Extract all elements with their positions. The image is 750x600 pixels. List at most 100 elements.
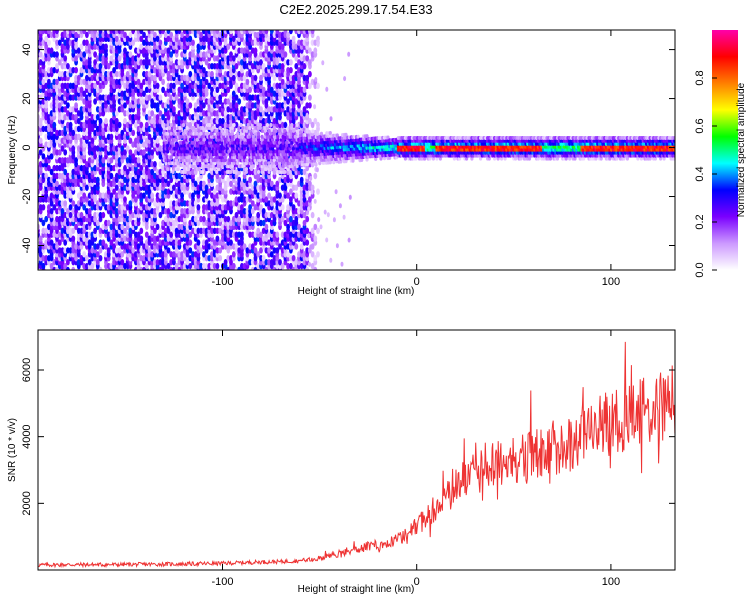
spectrogram-cell xyxy=(104,204,108,211)
spectrogram-cell xyxy=(114,145,119,152)
spectrogram-cell xyxy=(60,137,65,144)
spectrogram-cell xyxy=(101,239,106,246)
spectrogram-cell xyxy=(305,112,309,118)
spectrogram-cell xyxy=(76,133,81,140)
spectrogram-cell xyxy=(74,102,78,109)
spectrogram-cell xyxy=(55,149,59,156)
spectrogram-cell xyxy=(112,196,116,203)
spectrogram-cell xyxy=(41,125,46,133)
spectrogram-cell xyxy=(49,262,54,270)
spectrogram-cell xyxy=(313,172,318,180)
spectrogram-cell xyxy=(95,211,100,219)
spectrogram-cell xyxy=(85,31,89,39)
spectrogram-cell xyxy=(82,223,87,231)
spectrogram-cell xyxy=(57,59,62,66)
spectrogram-cell xyxy=(125,204,130,211)
spectrogram-cell xyxy=(76,74,81,82)
spectrogram-cell xyxy=(41,262,46,270)
spectrogram-cell xyxy=(82,78,87,86)
spectrogram-cell xyxy=(74,125,78,133)
spectrogram-cell xyxy=(139,30,144,35)
spectrogram-cell xyxy=(87,172,92,180)
spectrogram-cell xyxy=(71,227,76,234)
spectrogram-cell xyxy=(106,247,111,254)
spectrogram-cell xyxy=(66,121,70,129)
spectrogram-cell xyxy=(66,133,70,140)
spectrogram-cell xyxy=(98,168,103,176)
spectrogram-cell xyxy=(76,211,81,219)
spectrogram-cell xyxy=(120,145,125,152)
spectrogram-cell xyxy=(117,180,122,187)
spectrogram-cell xyxy=(299,176,304,184)
spectrogram-cell xyxy=(41,204,46,211)
spectrogram-cell xyxy=(106,70,111,78)
spectrogram-cell xyxy=(41,188,46,195)
spectrogram-cell xyxy=(123,227,127,234)
spectrogram-cell xyxy=(57,215,62,223)
spectrogram-cell xyxy=(106,133,111,140)
spectrogram-cell xyxy=(117,215,122,223)
spectrogram-cell xyxy=(47,47,51,54)
spectrogram-cell xyxy=(68,106,73,113)
spectrogram-cell xyxy=(95,219,100,227)
spectrogram-cell xyxy=(79,106,84,113)
spectrogram-cell xyxy=(134,231,138,238)
spectrogram-cell xyxy=(68,39,73,46)
spectrogram-cell xyxy=(117,168,122,176)
spectrogram-cell xyxy=(112,67,116,74)
spectrogram-cell xyxy=(134,121,138,129)
spectrogram-cell xyxy=(98,106,103,113)
spectrogram-cell xyxy=(47,196,51,203)
spectrogram-cell xyxy=(316,227,320,234)
spectrogram-cell xyxy=(106,145,111,152)
spectrogram-cell xyxy=(82,204,87,211)
spectrogram-cell xyxy=(109,117,114,125)
spectrogram-cell xyxy=(101,192,106,199)
spectrogram-cell xyxy=(134,149,138,156)
spectrogram-cell xyxy=(93,51,97,58)
spectrogram-cell xyxy=(98,211,103,219)
spectrogram-cell xyxy=(114,35,119,42)
spectrogram-cell xyxy=(128,200,133,207)
spectrogram-cell xyxy=(104,219,108,227)
spectrogram-cell xyxy=(196,239,201,246)
chart-title: C2E2.2025.299.17.54.E33 xyxy=(279,2,433,17)
spectrogram-cell xyxy=(128,227,133,234)
spectrogram-cell xyxy=(237,98,242,105)
spectrogram-cell xyxy=(278,128,282,133)
spectrogram-cell xyxy=(55,208,59,215)
spectrogram-cell xyxy=(305,239,310,246)
spectrogram-cell xyxy=(139,192,144,199)
spectrogram-cell xyxy=(120,168,125,176)
spectrogram-cell xyxy=(325,237,329,243)
spectrogram-cell xyxy=(109,180,114,187)
spectrogram-cell xyxy=(95,259,100,266)
spectrogram-cell xyxy=(120,259,125,266)
spectrogram-cell xyxy=(316,121,320,129)
spectrogram-cell xyxy=(93,204,97,211)
spectrogram-cell xyxy=(98,255,103,262)
spectrogram-cell xyxy=(98,266,103,270)
spectrogram-cell xyxy=(309,244,313,250)
spectrogram-cell xyxy=(321,60,325,66)
spectrogram-cell xyxy=(244,167,248,172)
spectrogram-cell xyxy=(123,117,127,125)
spectrogram-cell xyxy=(131,239,136,246)
spectrogram-cell xyxy=(335,243,339,249)
spectrogram-cell xyxy=(101,94,106,101)
spectrogram-cell xyxy=(136,157,141,164)
spectrogram-cell xyxy=(340,261,344,267)
spectrogram-cell xyxy=(49,110,54,117)
spectrogram-cell xyxy=(74,243,78,250)
spectrogram-cell xyxy=(314,77,318,82)
spectrogram-cell xyxy=(101,31,106,39)
spectrogram-cell xyxy=(90,74,95,82)
spectrogram-cell xyxy=(114,78,119,86)
spectrogram-cell xyxy=(55,164,59,172)
spectrogram-cell xyxy=(101,211,106,219)
spectrogram-cell xyxy=(63,125,68,133)
spectrogram-cell xyxy=(57,239,62,246)
spectrogram-cell xyxy=(60,200,65,207)
spectrogram-cell xyxy=(106,219,111,227)
spectrogram-cell xyxy=(123,184,127,191)
